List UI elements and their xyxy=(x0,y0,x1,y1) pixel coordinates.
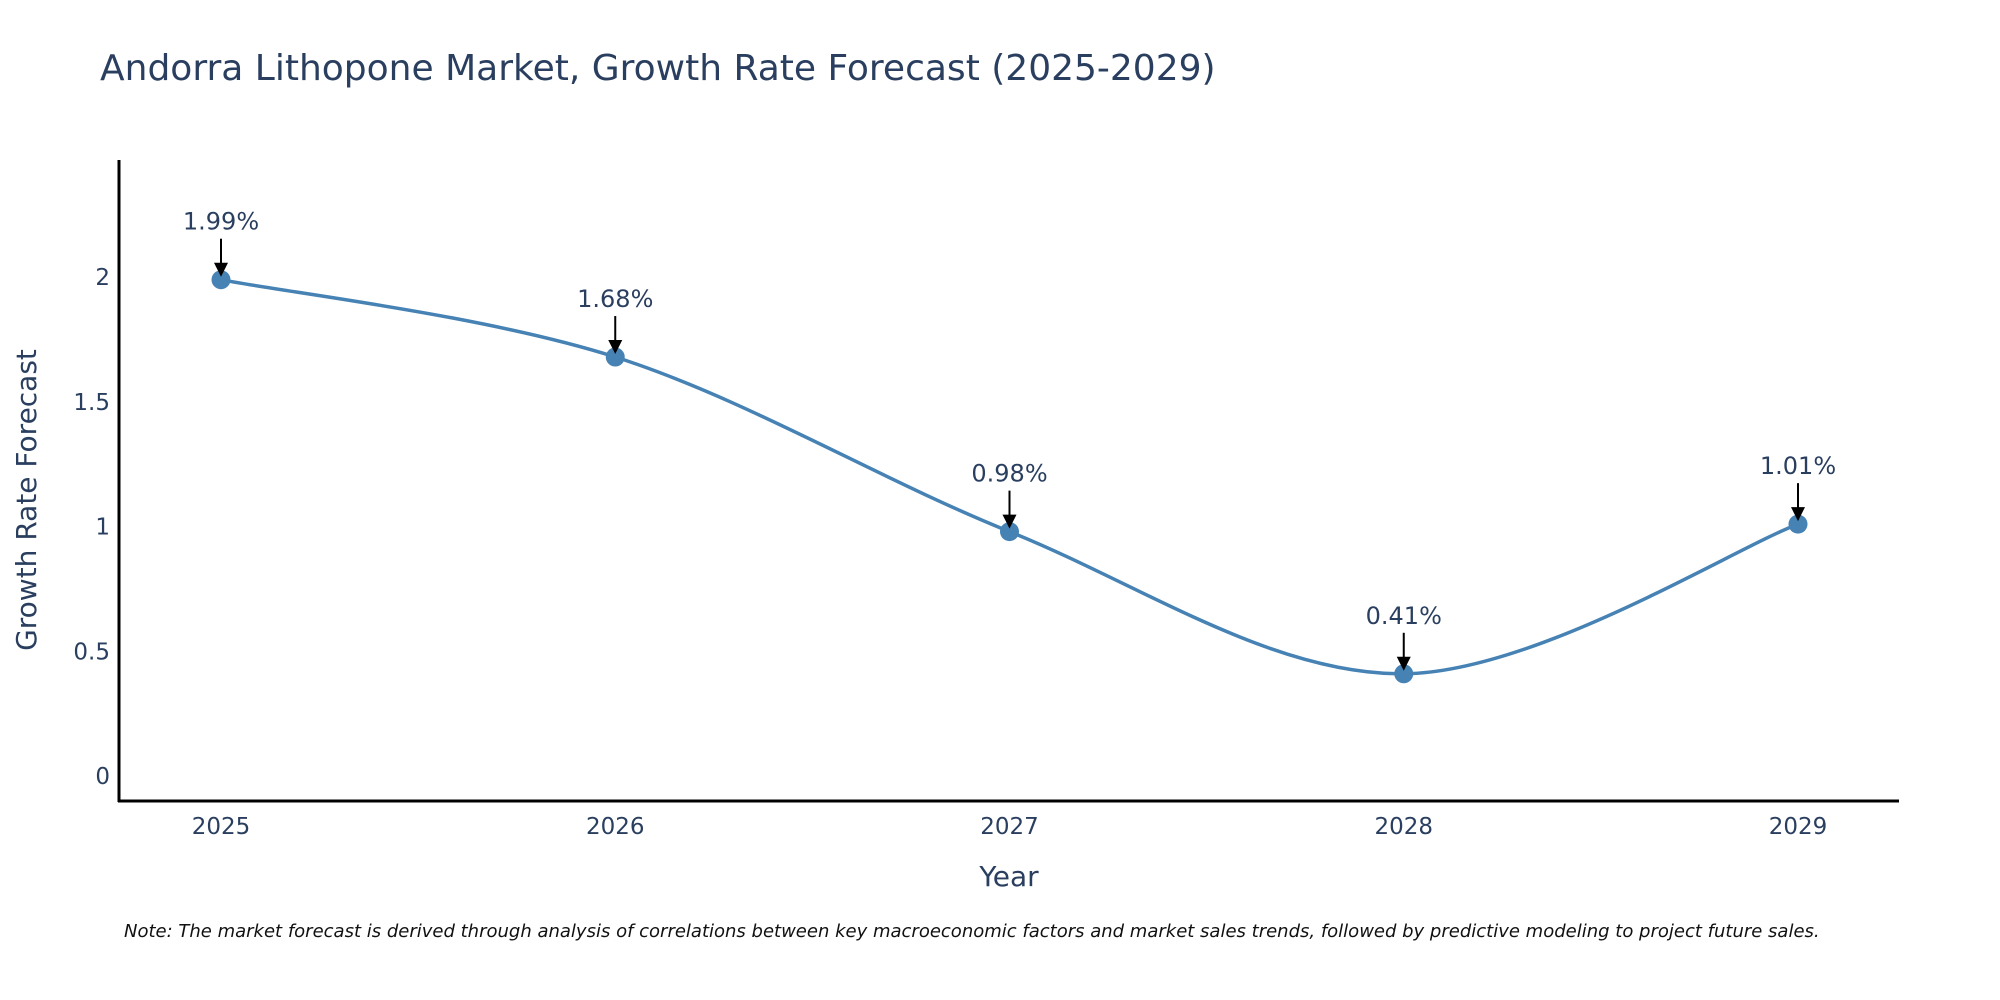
data-point-marker xyxy=(1000,522,1019,542)
plot-area: 0 0.5 1 1.5 2 2025 2026 2027 2028 2029 1.99% 1.68% 0… xyxy=(73,160,1899,840)
data-point-marker xyxy=(1788,514,1808,534)
x-axis-title: Year xyxy=(978,860,1039,893)
data-label: 0.98% xyxy=(971,460,1047,488)
y-tick-label: 0 xyxy=(95,764,110,790)
footnote-note: Note: The market forecast is derived thr… xyxy=(124,921,1820,942)
data-point-marker xyxy=(605,347,625,367)
x-tick-label: 2027 xyxy=(980,814,1039,840)
annotation-arrow-head xyxy=(1791,507,1805,522)
x-tick-label: 2026 xyxy=(586,814,645,840)
y-tick-label: 2 xyxy=(95,265,110,291)
y-axis-title: Growth Rate Forecast xyxy=(10,349,43,651)
data-label: 1.99% xyxy=(183,208,259,236)
data-label: 1.01% xyxy=(1760,452,1836,480)
y-tick-label: 0.5 xyxy=(73,639,110,665)
data-label: 0.41% xyxy=(1366,602,1442,630)
x-tick-label: 2028 xyxy=(1374,814,1433,840)
x-tick-label: 2029 xyxy=(1769,814,1828,840)
chart-title: Andorra Lithopone Market, Growth Rate Fo… xyxy=(100,48,1216,89)
y-tick-label: 1 xyxy=(95,515,110,541)
annotation-arrow-head xyxy=(608,340,623,355)
data-point-marker xyxy=(211,270,231,290)
annotation-arrow-head xyxy=(1396,656,1411,671)
data-point-marker xyxy=(1394,664,1414,684)
y-tick-label: 1.5 xyxy=(73,390,110,416)
annotation-arrow-head xyxy=(1002,514,1017,529)
data-label: 1.68% xyxy=(577,285,653,313)
annotation-arrow-head xyxy=(214,262,228,277)
x-tick-label: 2025 xyxy=(192,814,251,840)
